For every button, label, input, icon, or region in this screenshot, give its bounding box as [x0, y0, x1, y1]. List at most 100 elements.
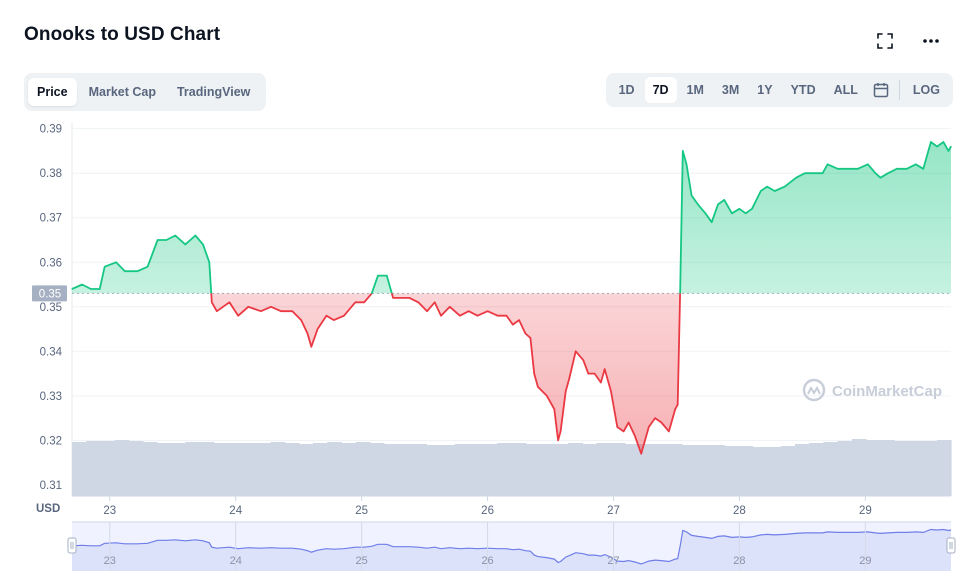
navigator-left-handle[interactable]	[67, 537, 77, 554]
volume-bar	[157, 443, 172, 496]
navigator-tick-label: 27	[607, 555, 619, 567]
price-point	[711, 221, 713, 223]
price-point	[922, 168, 924, 170]
volume-bar	[936, 440, 952, 496]
price-point	[760, 190, 762, 192]
log-scale-toggle[interactable]: LOG	[912, 83, 940, 97]
volume-bar	[922, 441, 938, 496]
volume-bar	[114, 440, 130, 496]
y-tick-label: 0.32	[40, 435, 62, 447]
baseline-label: 0.35	[39, 288, 61, 300]
price-point	[582, 359, 584, 361]
price-point	[434, 301, 436, 303]
volume-bar	[227, 443, 243, 496]
fullscreen-icon[interactable]	[874, 30, 896, 52]
calendar-icon[interactable]	[867, 78, 895, 102]
price-point	[529, 337, 532, 339]
tab-tradingview[interactable]: TradingView	[176, 85, 251, 99]
navigator-tick-label: 25	[356, 555, 368, 567]
range-ytd[interactable]: YTD	[790, 83, 816, 97]
y-tick-label: 0.37	[40, 213, 62, 225]
price-point	[449, 306, 451, 308]
price-point	[392, 297, 394, 299]
price-point	[682, 150, 684, 152]
price-point	[71, 288, 73, 290]
volume-bar	[837, 441, 853, 496]
volume-bar	[412, 444, 428, 496]
volume-bar	[908, 441, 924, 496]
price-point	[600, 381, 602, 384]
volume-bar	[313, 443, 328, 496]
price-point	[468, 310, 470, 312]
x-tick-label: 26	[481, 505, 494, 517]
price-point	[575, 350, 577, 352]
price-point	[668, 430, 670, 432]
price-point	[228, 301, 230, 303]
range-1m[interactable]: 1M	[686, 83, 704, 97]
volume-bars	[72, 439, 952, 496]
volume-bar	[624, 444, 640, 496]
price-point	[623, 430, 625, 432]
volume-bar	[128, 441, 144, 496]
volume-bar	[568, 443, 583, 496]
price-point	[616, 426, 618, 428]
price-point	[317, 328, 319, 330]
price-point	[857, 168, 859, 170]
range-navigator[interactable]: 23 24 25 26 27 28 29	[67, 521, 956, 571]
navigator-right-handle[interactable]	[946, 537, 956, 554]
price-point	[310, 346, 312, 348]
volume-bar	[809, 443, 825, 496]
volume-bar	[653, 444, 669, 496]
price-point	[533, 373, 535, 375]
volume-bar	[752, 447, 768, 496]
y-tick-label: 0.38	[40, 168, 62, 180]
range-1d[interactable]: 1D	[618, 83, 635, 97]
price-point	[325, 315, 327, 317]
coinmarketcap-logo-icon	[802, 378, 826, 402]
tab-market-cap[interactable]: Market Cap	[88, 85, 156, 99]
price-point	[906, 168, 908, 170]
chart-type-tabs: Price Market Cap TradingView	[24, 73, 267, 111]
y-tick-label: 0.36	[40, 257, 62, 269]
navigator-tick-label: 24	[230, 555, 242, 567]
price-point	[211, 301, 213, 303]
volume-bar	[539, 444, 555, 496]
volume-bar	[880, 440, 895, 496]
price-point	[679, 288, 681, 290]
volume-bar	[695, 445, 711, 496]
price-point	[847, 168, 849, 170]
price-point	[363, 301, 365, 303]
price-point	[950, 145, 952, 148]
range-1y[interactable]: 1Y	[757, 83, 773, 97]
volume-bar	[242, 443, 257, 496]
watermark: CoinMarketCap	[802, 378, 942, 402]
price-point	[822, 172, 824, 174]
area-below-baseline	[211, 293, 681, 454]
y-tick-label: 0.34	[40, 346, 63, 358]
price-point	[115, 261, 117, 263]
price-point	[915, 163, 917, 165]
price-line	[71, 141, 952, 455]
volume-bar	[738, 446, 754, 496]
volume-bar	[596, 443, 612, 496]
price-point	[565, 390, 567, 392]
price-point	[147, 266, 149, 268]
volume-bar	[865, 440, 881, 496]
volume-bar	[256, 443, 272, 496]
price-point	[408, 297, 411, 299]
range-all[interactable]: ALL	[833, 83, 858, 97]
x-tick-label: 29	[859, 505, 872, 517]
page-title: Onooks to USD Chart	[24, 24, 221, 45]
range-3m[interactable]: 3M	[721, 83, 740, 97]
range-7d[interactable]: 7D	[644, 77, 677, 103]
more-icon[interactable]	[920, 30, 942, 52]
volume-bar	[497, 443, 513, 496]
price-point	[136, 270, 139, 272]
volume-bar	[284, 443, 300, 496]
price-point	[398, 297, 400, 299]
price-point	[634, 435, 636, 437]
volume-bar	[369, 443, 385, 496]
tab-price[interactable]: Price	[28, 78, 77, 106]
area-above-baseline	[72, 142, 951, 294]
